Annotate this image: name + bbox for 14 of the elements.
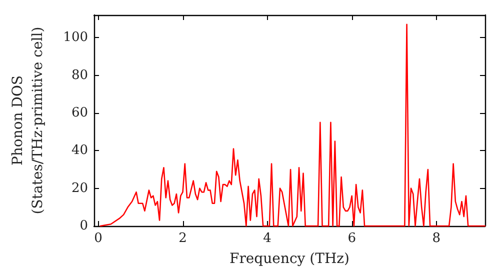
x-tick-label: 2 bbox=[178, 231, 187, 246]
x-axis-title: Frequency (THz) bbox=[229, 251, 350, 267]
y-tick-label: 40 bbox=[71, 143, 88, 158]
y-tick-label: 80 bbox=[71, 68, 88, 83]
y-tick-label: 20 bbox=[71, 180, 88, 196]
y-axis-title: Phonon DOS (States/THz·primitive cell) bbox=[10, 26, 46, 214]
x-tick-label: 0 bbox=[94, 231, 102, 246]
y-tick-label: 100 bbox=[63, 30, 88, 46]
x-tick-label: 4 bbox=[263, 231, 272, 246]
y-tick-label: 0 bbox=[80, 218, 88, 234]
x-tick-label: 6 bbox=[348, 231, 356, 246]
y-tick-label: 60 bbox=[71, 105, 88, 120]
x-tick-label: 8 bbox=[432, 231, 441, 246]
line-series bbox=[100, 24, 486, 227]
